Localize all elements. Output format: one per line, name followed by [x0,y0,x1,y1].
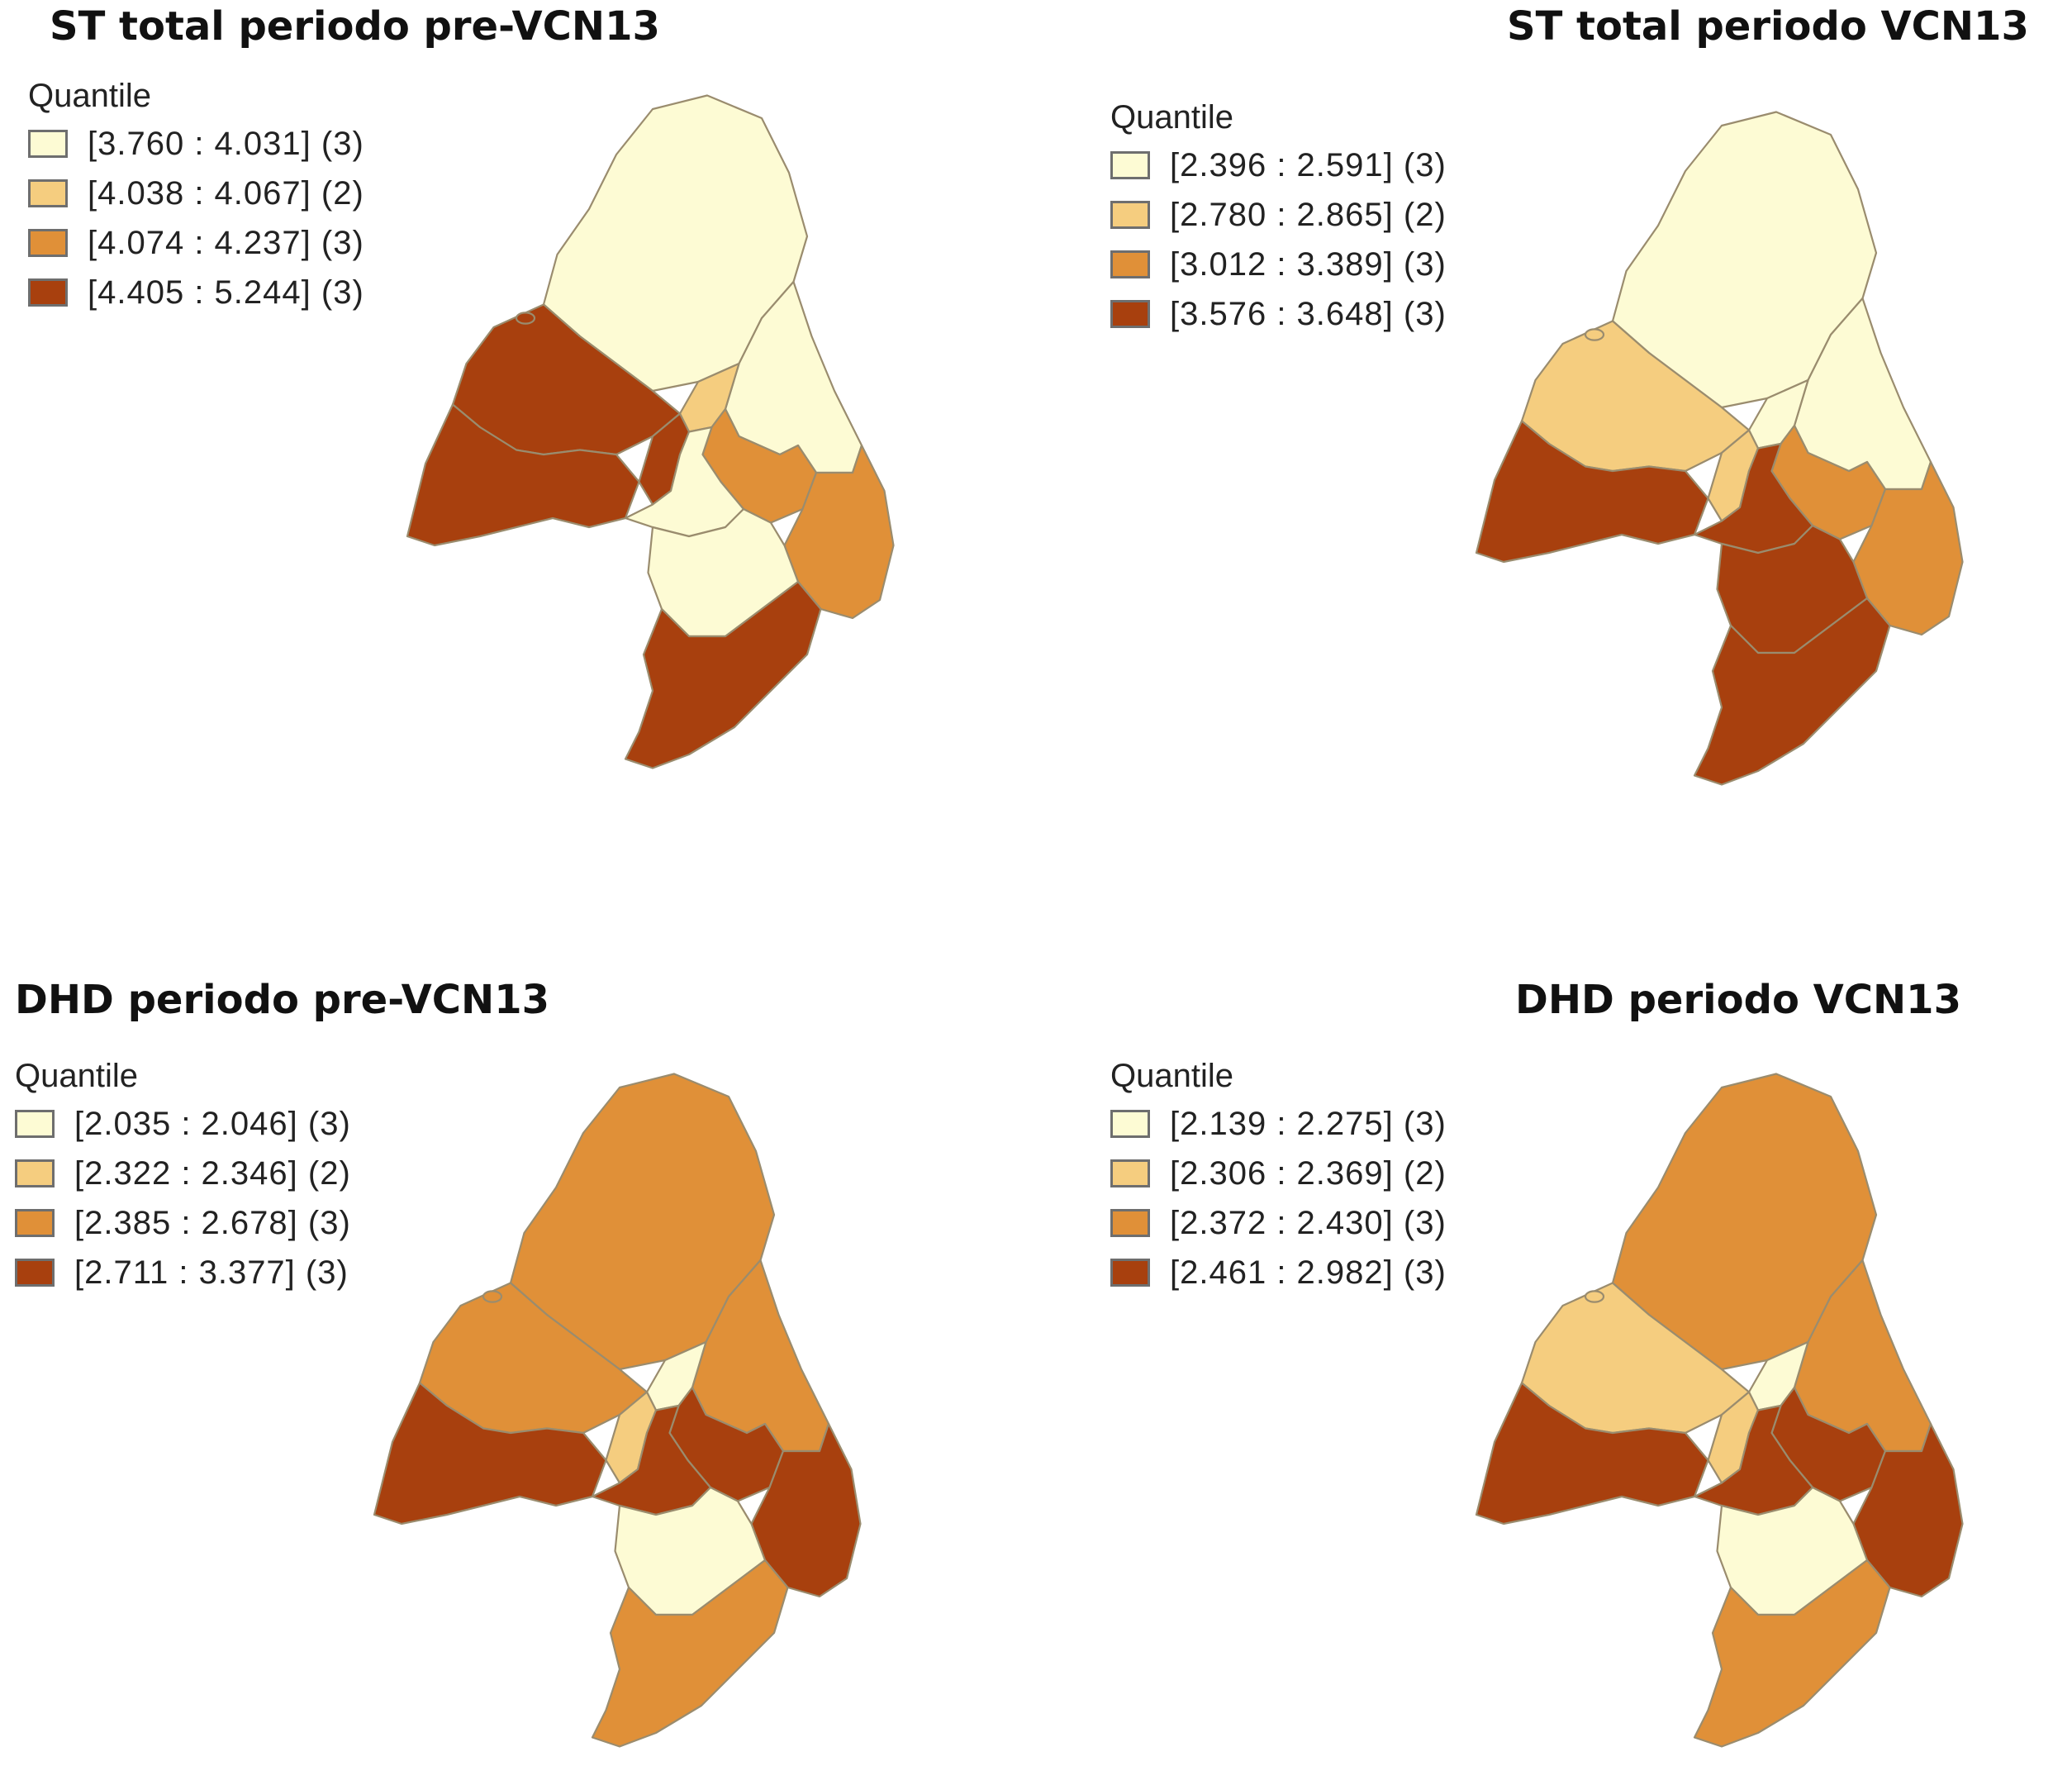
legend-label: [4.405 : 5.244] (3) [88,274,364,311]
map-enclave [1584,328,1605,341]
map-region-7 [783,444,895,620]
legend-title: Quantile [1110,1058,1233,1094]
map-region-7 [1852,1422,1964,1598]
legend-swatch [15,1159,55,1187]
legend-item: [2.780 : 2.865] (2) [1110,190,1447,240]
legend-swatch [28,130,68,158]
map-panel-dhd-vcn13: DHD periodo VCN13 Quantile [2.139 : 2.27… [1036,871,2069,1748]
map-panel-st-pre: ST total periodo pre-VCN13 Quantile [3.7… [0,0,1033,868]
map-region-4 [373,1382,607,1525]
legend-label: [2.035 : 2.046] (3) [74,1105,351,1142]
legend-item: [2.372 : 2.430] (3) [1110,1198,1447,1248]
legend-label: [2.396 : 2.591] (3) [1170,146,1447,183]
map-enclave [1584,1290,1605,1303]
legend-swatch [1110,250,1150,278]
choropleth-map [373,1073,862,1748]
map-region-11 [1693,1559,1891,1748]
map-panel-dhd-pre: DHD periodo pre-VCN13 Quantile [2.035 : … [0,871,1033,1748]
legend-label: [3.576 : 3.648] (3) [1170,295,1447,332]
legend: Quantile [2.396 : 2.591] (3) [2.780 : 2.… [1110,99,1447,339]
choropleth-map [406,94,895,769]
legend-item: [4.074 : 4.237] (3) [28,218,364,268]
panel-title: ST total periodo pre-VCN13 [50,3,660,50]
map-region-7 [750,1422,862,1598]
choropleth-map [1475,1073,1964,1748]
legend-swatch [15,1209,55,1237]
legend-label: [2.306 : 2.369] (2) [1170,1154,1447,1192]
legend-item: [2.139 : 2.275] (3) [1110,1099,1447,1149]
panel-title: DHD periodo VCN13 [1515,977,1961,1023]
legend-swatch [1110,151,1150,179]
legend-label: [2.711 : 3.377] (3) [74,1254,349,1291]
legend-swatch [15,1110,55,1138]
legend-label: [4.038 : 4.067] (2) [88,174,364,212]
legend-swatch [1110,1259,1150,1287]
legend-label: [2.385 : 2.678] (3) [74,1204,351,1241]
legend-title: Quantile [1110,99,1233,136]
legend-item: [3.576 : 3.648] (3) [1110,289,1447,339]
map-region-7 [1852,460,1964,636]
legend-item: [2.396 : 2.591] (3) [1110,140,1447,190]
legend-label: [2.372 : 2.430] (3) [1170,1204,1447,1241]
map-enclave [482,1290,503,1303]
legend-swatch [28,179,68,207]
legend-item: [3.760 : 4.031] (3) [28,119,364,169]
legend-label: [2.461 : 2.982] (3) [1170,1254,1447,1291]
legend-item: [3.012 : 3.389] (3) [1110,240,1447,289]
legend-label: [3.760 : 4.031] (3) [88,125,364,162]
map-region-11 [1693,597,1891,786]
legend-swatch [1110,300,1150,328]
legend-item: [2.711 : 3.377] (3) [15,1248,351,1297]
legend-swatch [28,278,68,307]
map-region-11 [591,1559,789,1748]
legend-swatch [15,1259,55,1287]
legend-swatch [1110,201,1150,229]
legend-label: [2.139 : 2.275] (3) [1170,1105,1447,1142]
panel-title: DHD periodo pre-VCN13 [15,977,549,1023]
legend-item: [4.405 : 5.244] (3) [28,268,364,317]
legend-item: [2.035 : 2.046] (3) [15,1099,351,1149]
legend: Quantile [3.760 : 4.031] (3) [4.038 : 4.… [28,78,364,317]
legend-item: [2.461 : 2.982] (3) [1110,1248,1447,1297]
panel-title: ST total periodo VCN13 [1507,3,2029,50]
map-region-11 [624,580,822,769]
legend-swatch [1110,1159,1150,1187]
map-enclave [515,312,536,325]
legend-swatch [28,229,68,257]
legend-label: [2.322 : 2.346] (2) [74,1154,351,1192]
legend-title: Quantile [28,78,151,114]
legend-item: [4.038 : 4.067] (2) [28,169,364,218]
map-region-4 [1475,420,1709,564]
legend-swatch [1110,1209,1150,1237]
choropleth-map [1475,111,1964,786]
legend-swatch [1110,1110,1150,1138]
legend: Quantile [2.035 : 2.046] (3) [2.322 : 2.… [15,1058,351,1297]
legend-label: [2.780 : 2.865] (2) [1170,196,1447,233]
map-region-4 [406,403,640,547]
legend-title: Quantile [15,1058,138,1094]
legend-item: [2.322 : 2.346] (2) [15,1149,351,1198]
legend: Quantile [2.139 : 2.275] (3) [2.306 : 2.… [1110,1058,1447,1297]
legend-label: [3.012 : 3.389] (3) [1170,245,1447,283]
legend-item: [2.306 : 2.369] (2) [1110,1149,1447,1198]
legend-label: [4.074 : 4.237] (3) [88,224,364,261]
map-region-4 [1475,1382,1709,1525]
legend-item: [2.385 : 2.678] (3) [15,1198,351,1248]
map-panel-st-vcn13: ST total periodo VCN13 Quantile [2.396 :… [1036,0,2069,868]
